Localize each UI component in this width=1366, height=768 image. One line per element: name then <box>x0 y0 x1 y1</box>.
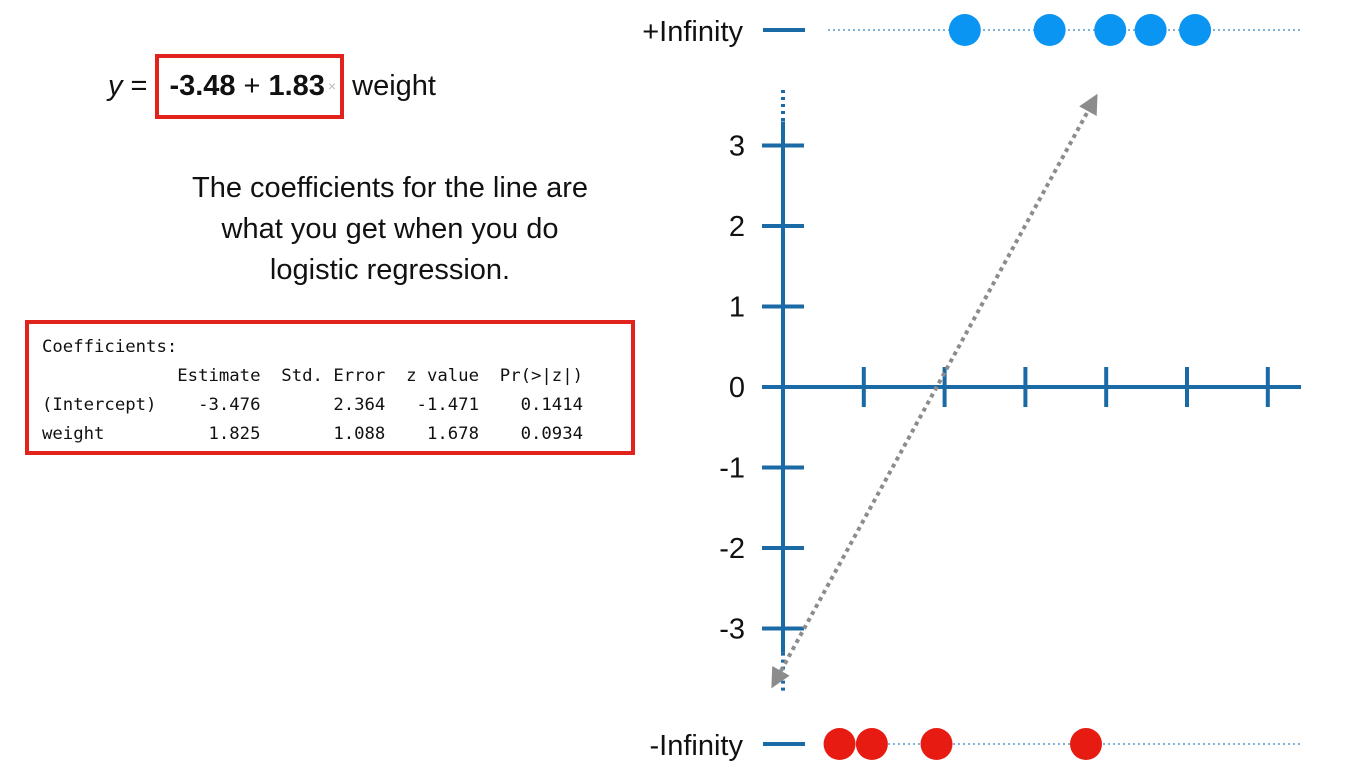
equation-variable: weight <box>352 69 436 102</box>
coefficients-row-2: weight 1.825 1.088 1.678 0.0934 <box>42 424 584 444</box>
y-tick-label: -2 <box>719 533 745 565</box>
caption: The coefficients for the line are what y… <box>140 168 640 291</box>
bottom-data-point <box>1070 728 1102 760</box>
caption-line-3: logistic regression. <box>269 254 511 286</box>
y-tick-label: 3 <box>729 131 745 163</box>
coefficients-title: Coefficients: <box>42 337 178 357</box>
equation-equals: = <box>130 69 148 102</box>
top-infinity-label: +Infinity <box>642 16 743 48</box>
regression-line <box>771 93 1098 689</box>
coefficients-row-1: (Intercept) -3.476 2.364 -1.471 0.1414 <box>42 395 584 415</box>
top-data-point <box>1179 14 1212 46</box>
top-data-point <box>1134 14 1167 46</box>
coefficients-header: Estimate Std. Error z value Pr(>|z|) <box>42 366 584 386</box>
bottom-data-point <box>920 728 953 760</box>
bottom-data-point <box>823 728 856 760</box>
equation-y: y <box>108 69 123 102</box>
top-data-point <box>1094 14 1127 46</box>
equation-times: × <box>327 78 337 94</box>
y-tick-label: 0 <box>729 372 745 404</box>
caption-line-1: The coefficients for the line are <box>191 172 589 204</box>
equation-highlight-box: -3.48 + 1.83 × <box>155 53 345 119</box>
y-tick-label: -1 <box>719 453 745 485</box>
y-tick-label: 2 <box>729 211 745 243</box>
equation-plus: + <box>243 69 261 102</box>
y-tick-label: 1 <box>729 292 745 324</box>
coefficients-box: Coefficients: Estimate Std. Error z valu… <box>25 320 635 455</box>
caption-line-2: what you get when you do <box>221 213 559 245</box>
bottom-infinity-label: -Infinity <box>650 730 744 762</box>
equation-slope: 1.83 <box>268 69 325 102</box>
y-tick-label: -3 <box>719 614 745 646</box>
top-data-point <box>948 14 981 46</box>
equation-intercept: -3.48 <box>169 69 236 102</box>
bottom-data-point <box>855 728 888 760</box>
top-data-point <box>1033 14 1066 46</box>
equation: y = -3.48 + 1.83 × weight <box>108 53 436 119</box>
coefficients-table: Coefficients: Estimate Std. Error z valu… <box>42 333 583 449</box>
